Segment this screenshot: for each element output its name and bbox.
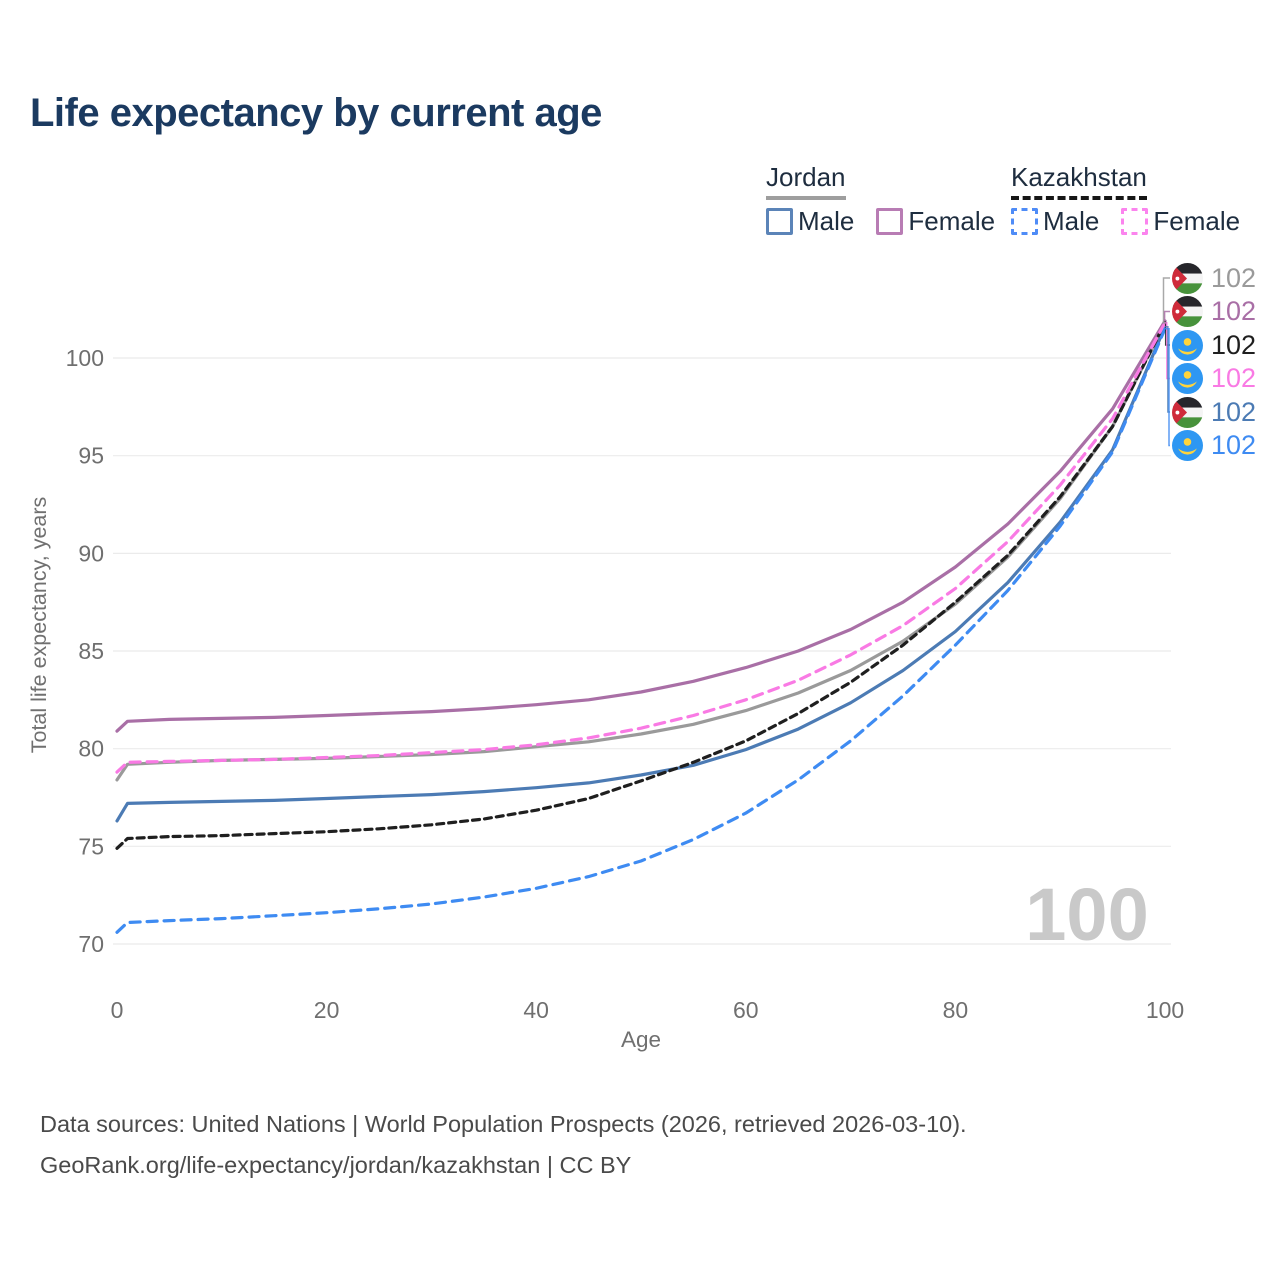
- y-tick-label: 100: [66, 345, 104, 371]
- line-kazakhstan-all[interactable]: [115, 321, 1167, 850]
- x-tick-label: 0: [111, 997, 124, 1023]
- x-tick-label: 100: [1146, 997, 1184, 1023]
- legend-item-kazakhstan-female[interactable]: Female: [1121, 206, 1240, 237]
- kazakhstan-female-swatch-icon: [1121, 208, 1149, 235]
- connector-jordan-all: [1162, 277, 1170, 324]
- x-axis-tick-labels: 0 20 40 60 80 100: [111, 997, 1185, 1023]
- jordan-male-swatch-icon: [766, 208, 793, 235]
- end-label-value: 102: [1211, 296, 1257, 326]
- gridlines: [113, 357, 1171, 945]
- legend-label: Female: [1153, 206, 1241, 236]
- connector-jordan-female: [1163, 310, 1170, 322]
- legend-label: Male: [1043, 206, 1100, 236]
- y-tick-label: 90: [78, 540, 104, 566]
- connector-kazakhstan-male: [1165, 327, 1170, 447]
- end-label-jordan-all: 102: [1172, 262, 1257, 294]
- jordan-flag-icon: [1172, 296, 1203, 327]
- end-label-value: 102: [1211, 363, 1257, 393]
- legend-label: Male: [798, 206, 855, 236]
- line-jordan-all[interactable]: [115, 321, 1167, 782]
- legend-group-kazakhstan: Kazakhstan Male Female: [1011, 162, 1240, 237]
- page-title: Life expectancy by current age: [30, 91, 602, 135]
- kazakhstan-line-style-swatch: [1011, 196, 1147, 200]
- kazakhstan-flag-icon: [1172, 363, 1203, 394]
- end-label-jordan-female: 102: [1172, 296, 1256, 327]
- end-label-kazakhstan-male: 102: [1172, 430, 1256, 461]
- x-tick-label: 60: [733, 997, 759, 1023]
- x-tick-label: 80: [943, 997, 969, 1023]
- x-axis-title: Age: [621, 1027, 661, 1052]
- legend-label: Female: [908, 206, 996, 236]
- jordan-flag-icon: [1172, 262, 1203, 294]
- series-lines: [115, 319, 1167, 934]
- line-jordan-male[interactable]: [115, 325, 1167, 823]
- end-label-kazakhstan-all: 102: [1172, 329, 1257, 361]
- legend-item-jordan-male[interactable]: Male: [766, 206, 854, 237]
- line-jordan-female[interactable]: [115, 319, 1167, 733]
- kazakhstan-male-swatch-icon: [1011, 208, 1038, 235]
- caption-sources: Data sources: United Nations | World Pop…: [40, 1111, 967, 1137]
- caption: Data sources: United Nations | World Pop…: [40, 1104, 967, 1185]
- kazakhstan-flag-icon: [1172, 430, 1203, 461]
- legend-item-kazakhstan-male[interactable]: Male: [1011, 206, 1099, 237]
- y-axis-tick-labels: 70 75 80 85 90 95 100: [66, 345, 104, 957]
- jordan-flag-icon: [1172, 396, 1203, 428]
- x-tick-label: 40: [523, 997, 549, 1023]
- y-tick-label: 85: [78, 638, 104, 664]
- end-label-connectors: [1162, 277, 1170, 447]
- kazakhstan-flag-icon: [1172, 329, 1203, 361]
- legend-country-kazakhstan: Kazakhstan: [1011, 162, 1147, 192]
- legend-group-jordan: Jordan Male Female: [766, 162, 995, 237]
- end-label-value: 102: [1211, 329, 1257, 360]
- end-label-kazakhstan-female: 102: [1172, 363, 1256, 394]
- legend-country-jordan: Jordan: [766, 162, 846, 192]
- y-tick-label: 75: [78, 833, 104, 859]
- jordan-female-swatch-icon: [876, 208, 904, 235]
- y-axis-title: Total life expectancy, years: [27, 497, 51, 754]
- end-label-value: 102: [1211, 430, 1257, 460]
- jordan-line-style-swatch: [766, 196, 846, 200]
- y-tick-label: 95: [78, 443, 104, 469]
- y-tick-label: 80: [78, 736, 104, 762]
- end-label-value: 102: [1211, 262, 1257, 293]
- line-kazakhstan-male[interactable]: [115, 327, 1167, 934]
- y-tick-label: 70: [78, 931, 104, 957]
- hover-age-watermark: 100: [1025, 873, 1148, 956]
- legend-item-jordan-female[interactable]: Female: [876, 206, 995, 237]
- end-label-value: 102: [1211, 396, 1257, 427]
- end-label-jordan-male: 102: [1172, 396, 1257, 428]
- x-tick-label: 20: [314, 997, 340, 1023]
- line-kazakhstan-female[interactable]: [115, 321, 1167, 774]
- caption-url: GeoRank.org/life-expectancy/jordan/kazak…: [40, 1151, 632, 1178]
